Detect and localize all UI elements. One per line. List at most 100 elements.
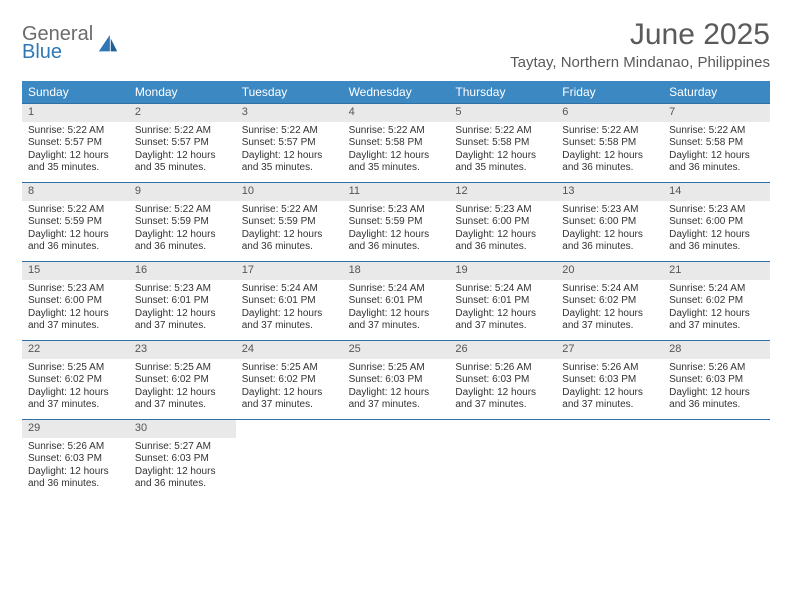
daylight-line: and 35 minutes. <box>455 162 550 175</box>
daylight-line: Daylight: 12 hours <box>28 229 123 242</box>
calendar-day: 3Sunrise: 5:22 AMSunset: 5:57 PMDaylight… <box>236 104 343 182</box>
daylight-line: Daylight: 12 hours <box>242 308 337 321</box>
calendar-day-empty <box>343 420 450 498</box>
sunrise-line: Sunrise: 5:22 AM <box>562 125 657 138</box>
daylight-line: and 36 minutes. <box>349 241 444 254</box>
sunrise-line: Sunrise: 5:22 AM <box>349 125 444 138</box>
day-detail: Sunrise: 5:24 AMSunset: 6:01 PMDaylight:… <box>449 280 556 339</box>
daylight-line: and 36 minutes. <box>28 241 123 254</box>
sunrise-line: Sunrise: 5:23 AM <box>669 204 764 217</box>
day-number: 20 <box>556 262 663 280</box>
dow-monday: Monday <box>129 81 236 103</box>
daylight-line: and 36 minutes. <box>669 162 764 175</box>
sunset-line: Sunset: 6:01 PM <box>349 295 444 308</box>
sunrise-line: Sunrise: 5:26 AM <box>455 362 550 375</box>
page-header: General Blue June 2025 Taytay, Northern … <box>22 18 770 71</box>
calendar-day: 11Sunrise: 5:23 AMSunset: 5:59 PMDayligh… <box>343 183 450 261</box>
day-detail: Sunrise: 5:23 AMSunset: 6:01 PMDaylight:… <box>129 280 236 339</box>
daylight-line: Daylight: 12 hours <box>455 150 550 163</box>
day-number: 11 <box>343 183 450 201</box>
day-number: 8 <box>22 183 129 201</box>
sunset-line: Sunset: 5:59 PM <box>242 216 337 229</box>
sunrise-line: Sunrise: 5:27 AM <box>135 441 230 454</box>
calendar-day: 10Sunrise: 5:22 AMSunset: 5:59 PMDayligh… <box>236 183 343 261</box>
daylight-line: Daylight: 12 hours <box>28 387 123 400</box>
sunrise-line: Sunrise: 5:24 AM <box>669 283 764 296</box>
calendar-day: 22Sunrise: 5:25 AMSunset: 6:02 PMDayligh… <box>22 341 129 419</box>
daylight-line: Daylight: 12 hours <box>242 387 337 400</box>
day-number: 10 <box>236 183 343 201</box>
sunset-line: Sunset: 6:03 PM <box>349 374 444 387</box>
sunset-line: Sunset: 6:01 PM <box>135 295 230 308</box>
sunset-line: Sunset: 5:57 PM <box>135 137 230 150</box>
day-number: 13 <box>556 183 663 201</box>
dow-saturday: Saturday <box>663 81 770 103</box>
calendar-day: 15Sunrise: 5:23 AMSunset: 6:00 PMDayligh… <box>22 262 129 340</box>
brand-logo: General Blue <box>22 18 119 62</box>
day-detail: Sunrise: 5:26 AMSunset: 6:03 PMDaylight:… <box>663 359 770 418</box>
daylight-line: and 37 minutes. <box>349 320 444 333</box>
daylight-line: and 36 minutes. <box>135 241 230 254</box>
day-detail: Sunrise: 5:24 AMSunset: 6:02 PMDaylight:… <box>663 280 770 339</box>
daylight-line: Daylight: 12 hours <box>349 308 444 321</box>
day-number: 17 <box>236 262 343 280</box>
sunset-line: Sunset: 5:59 PM <box>28 216 123 229</box>
daylight-line: Daylight: 12 hours <box>562 308 657 321</box>
sunset-line: Sunset: 6:01 PM <box>455 295 550 308</box>
day-detail: Sunrise: 5:22 AMSunset: 5:58 PMDaylight:… <box>343 122 450 181</box>
sunrise-line: Sunrise: 5:22 AM <box>28 125 123 138</box>
sunrise-line: Sunrise: 5:25 AM <box>28 362 123 375</box>
sunset-line: Sunset: 5:57 PM <box>242 137 337 150</box>
day-detail: Sunrise: 5:22 AMSunset: 5:58 PMDaylight:… <box>663 122 770 181</box>
daylight-line: Daylight: 12 hours <box>135 308 230 321</box>
brand-blue: Blue <box>22 42 93 62</box>
sunrise-line: Sunrise: 5:23 AM <box>349 204 444 217</box>
day-number: 4 <box>343 104 450 122</box>
dow-wednesday: Wednesday <box>343 81 450 103</box>
sunrise-line: Sunrise: 5:25 AM <box>349 362 444 375</box>
calendar-day: 26Sunrise: 5:26 AMSunset: 6:03 PMDayligh… <box>449 341 556 419</box>
calendar-day: 7Sunrise: 5:22 AMSunset: 5:58 PMDaylight… <box>663 104 770 182</box>
calendar-day: 23Sunrise: 5:25 AMSunset: 6:02 PMDayligh… <box>129 341 236 419</box>
daylight-line: Daylight: 12 hours <box>28 150 123 163</box>
day-number: 19 <box>449 262 556 280</box>
sunrise-line: Sunrise: 5:23 AM <box>28 283 123 296</box>
sunrise-line: Sunrise: 5:22 AM <box>28 204 123 217</box>
dow-tuesday: Tuesday <box>236 81 343 103</box>
daylight-line: Daylight: 12 hours <box>242 229 337 242</box>
calendar-day-empty <box>663 420 770 498</box>
daylight-line: and 36 minutes. <box>562 162 657 175</box>
calendar-week: 8Sunrise: 5:22 AMSunset: 5:59 PMDaylight… <box>22 182 770 261</box>
daylight-line: and 37 minutes. <box>28 320 123 333</box>
day-detail: Sunrise: 5:22 AMSunset: 5:58 PMDaylight:… <box>556 122 663 181</box>
sunrise-line: Sunrise: 5:22 AM <box>135 204 230 217</box>
sunset-line: Sunset: 6:02 PM <box>562 295 657 308</box>
day-number: 5 <box>449 104 556 122</box>
sunset-line: Sunset: 6:00 PM <box>562 216 657 229</box>
daylight-line: Daylight: 12 hours <box>562 387 657 400</box>
sunrise-line: Sunrise: 5:25 AM <box>135 362 230 375</box>
calendar-day: 6Sunrise: 5:22 AMSunset: 5:58 PMDaylight… <box>556 104 663 182</box>
daylight-line: Daylight: 12 hours <box>135 229 230 242</box>
day-detail: Sunrise: 5:26 AMSunset: 6:03 PMDaylight:… <box>556 359 663 418</box>
sunrise-line: Sunrise: 5:22 AM <box>455 125 550 138</box>
day-number: 1 <box>22 104 129 122</box>
day-number: 2 <box>129 104 236 122</box>
daylight-line: and 37 minutes. <box>28 399 123 412</box>
sunset-line: Sunset: 6:02 PM <box>28 374 123 387</box>
day-detail: Sunrise: 5:27 AMSunset: 6:03 PMDaylight:… <box>129 438 236 497</box>
daylight-line: and 36 minutes. <box>455 241 550 254</box>
day-number: 9 <box>129 183 236 201</box>
day-number: 6 <box>556 104 663 122</box>
calendar-page: General Blue June 2025 Taytay, Northern … <box>0 0 792 508</box>
day-detail: Sunrise: 5:25 AMSunset: 6:02 PMDaylight:… <box>129 359 236 418</box>
sunset-line: Sunset: 6:03 PM <box>669 374 764 387</box>
daylight-line: Daylight: 12 hours <box>135 466 230 479</box>
sunrise-line: Sunrise: 5:22 AM <box>135 125 230 138</box>
month-title: June 2025 <box>510 18 770 52</box>
day-number: 12 <box>449 183 556 201</box>
day-of-week-header: Sunday Monday Tuesday Wednesday Thursday… <box>22 81 770 103</box>
sunrise-line: Sunrise: 5:24 AM <box>455 283 550 296</box>
daylight-line: Daylight: 12 hours <box>669 229 764 242</box>
day-number: 23 <box>129 341 236 359</box>
